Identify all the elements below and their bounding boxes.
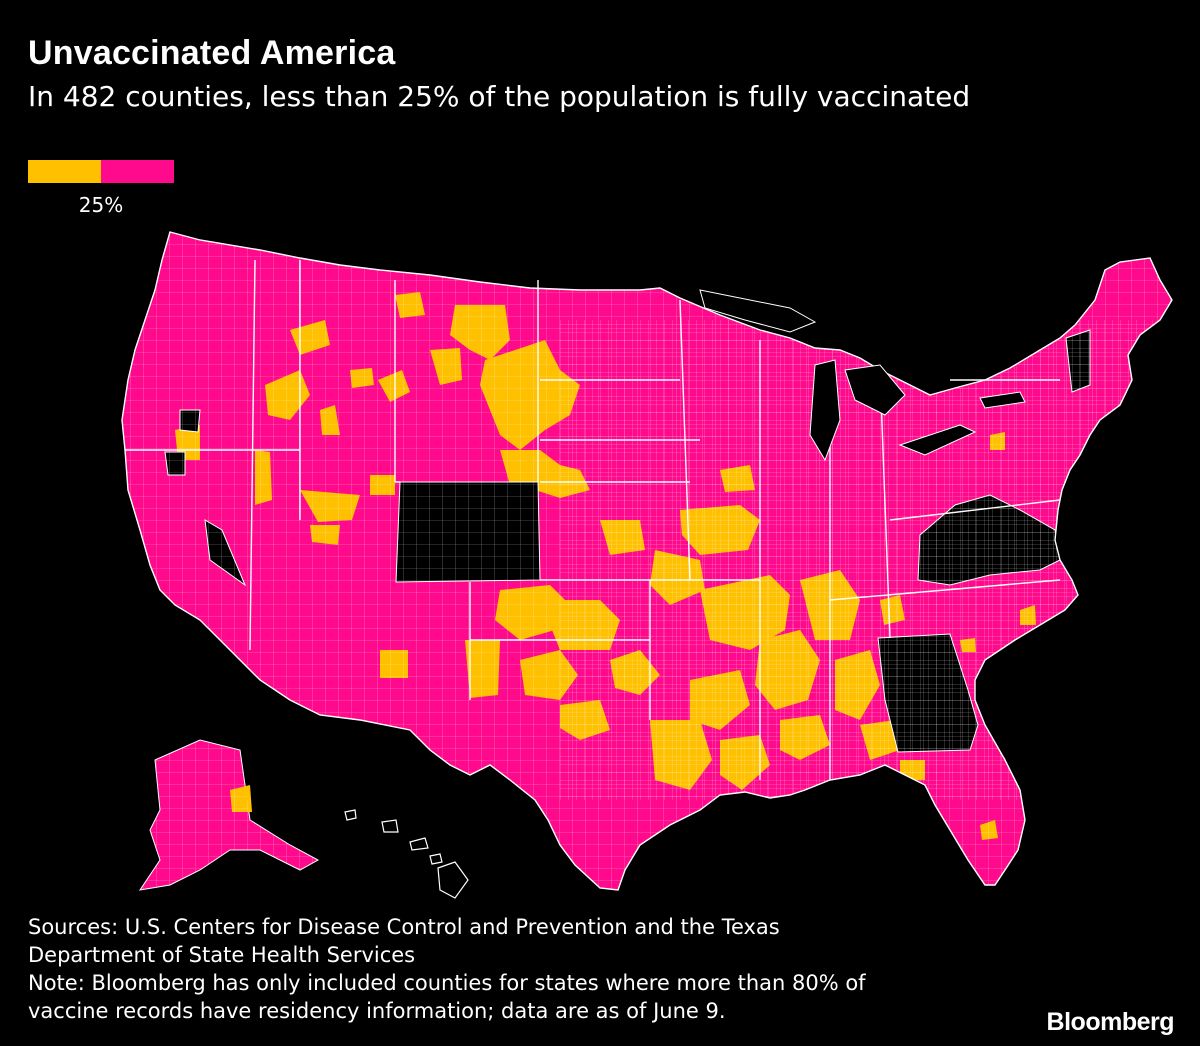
sources-line-1: Sources: U.S. Centers for Disease Contro… <box>28 915 780 939</box>
hawaii <box>344 809 469 899</box>
chart-subtitle: In 482 counties, less than 25% of the po… <box>28 80 971 113</box>
sources-line-2: Department of State Health Services <box>28 943 416 967</box>
legend: 25% <box>28 160 174 217</box>
note-line-2: vaccine records have residency informati… <box>28 999 726 1023</box>
alaska <box>138 739 320 891</box>
bloomberg-logo: Bloomberg <box>1046 1008 1175 1036</box>
legend-threshold-label: 25% <box>78 193 124 217</box>
us-county-map <box>0 220 1200 910</box>
map-svg <box>121 231 1173 899</box>
state-borders <box>121 231 1173 891</box>
great-lakes <box>699 289 1026 462</box>
legend-high-swatch <box>101 160 174 183</box>
chart-footer: Sources: U.S. Centers for Disease Contro… <box>28 913 988 1025</box>
note-line-1: Note: Bloomberg has only included counti… <box>28 971 866 995</box>
legend-low-swatch <box>28 160 101 183</box>
chart-title: Unvaccinated America <box>28 34 396 72</box>
